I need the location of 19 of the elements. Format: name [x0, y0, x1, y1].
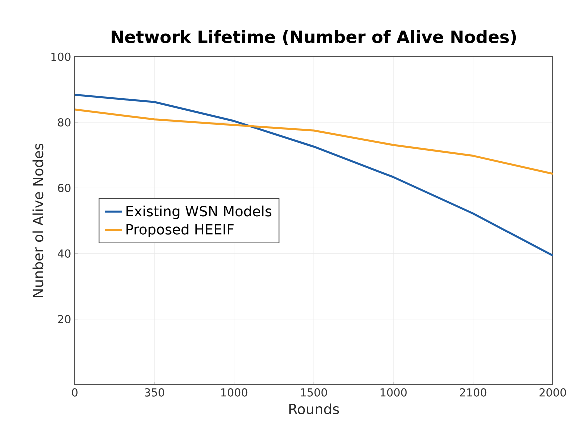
legend-label: Proposed HEEIF: [126, 224, 234, 238]
y-tick-label: 100: [52, 52, 71, 62]
legend-label: Existing WSN Models: [126, 206, 272, 220]
y-tick-label: 60: [58, 184, 71, 192]
x-tick-label: 0: [72, 388, 78, 397]
y-tick-label: 80: [58, 118, 71, 127]
x-tick-label: 1500: [301, 388, 328, 397]
x-tick-label: 2000: [540, 388, 566, 397]
x-tick-label: 1000: [380, 388, 407, 397]
x-axis-title: Rounds: [290, 404, 340, 415]
chart-title: Network Lifetime (Number of Alive Nodes): [112, 30, 516, 46]
line-series: [75, 108, 553, 176]
y-axis-title: Nunber ol Alive Nodes: [32, 144, 44, 298]
x-tick-label: 350: [145, 388, 164, 397]
y-tick-label: 40: [58, 250, 71, 258]
y-tick-label: 20: [58, 315, 71, 324]
x-tick-label: 2100: [460, 388, 487, 397]
x-tick-label: 1000: [222, 388, 248, 397]
line-series: [75, 94, 553, 257]
